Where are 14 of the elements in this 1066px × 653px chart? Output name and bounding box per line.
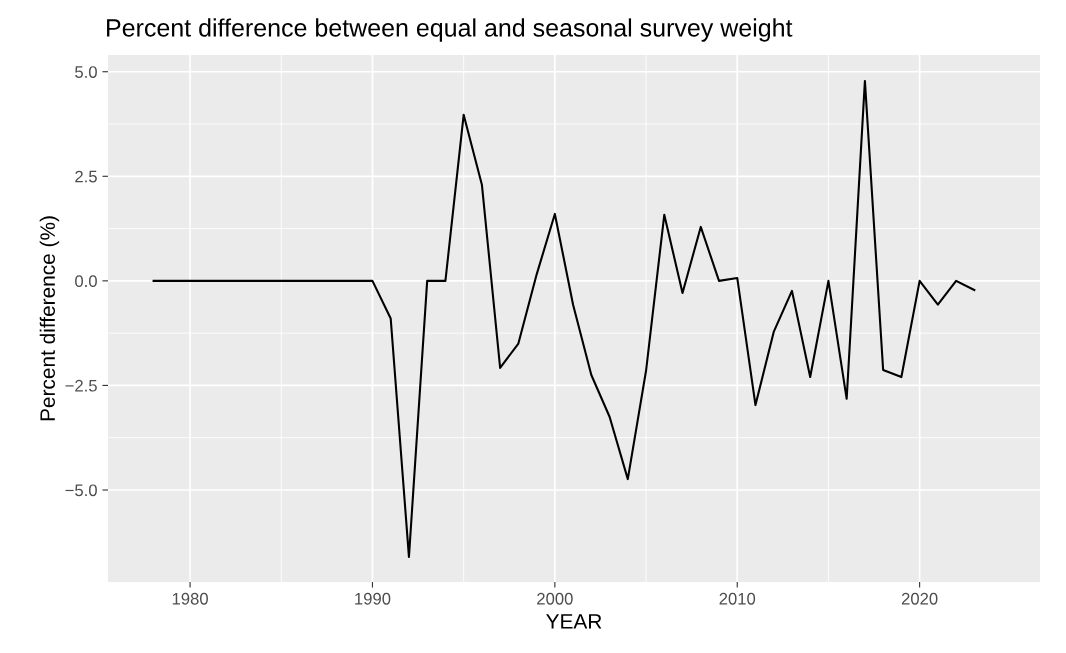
x-tick-label: 2010 [719,592,756,605]
y-tick-label: 2.5 [75,170,97,183]
line-series [152,79,976,558]
y-axis-title: Percent difference (%) [39,216,60,421]
x-tick-label: 1980 [172,592,208,605]
y-tick-label: −2.5 [65,379,97,392]
y-tick-label: 5.0 [75,66,97,78]
y-tick-label: 0.0 [75,275,97,288]
x-tick-label: 1990 [355,592,391,605]
y-tick-label: −5.0 [65,484,97,497]
x-tick-label: 2000 [537,592,573,605]
x-tick-label: 2020 [901,592,938,605]
chart-title: Percent difference between equal and seasonal survey weight [107,18,793,42]
x-axis-title: YEAR [546,614,602,629]
